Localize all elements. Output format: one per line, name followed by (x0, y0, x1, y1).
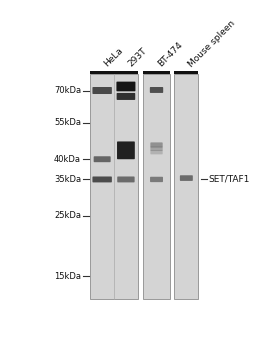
Text: 70kDa: 70kDa (54, 86, 81, 95)
FancyBboxPatch shape (116, 82, 135, 91)
Text: SET/TAF1: SET/TAF1 (208, 175, 250, 184)
FancyBboxPatch shape (150, 87, 163, 93)
FancyBboxPatch shape (94, 156, 111, 162)
FancyBboxPatch shape (92, 87, 112, 94)
Text: 15kDa: 15kDa (54, 272, 81, 281)
FancyBboxPatch shape (150, 142, 163, 147)
Text: BT-474: BT-474 (157, 41, 185, 69)
Bar (174, 71, 198, 74)
Text: HeLa: HeLa (102, 46, 125, 69)
Bar (174, 74, 198, 299)
FancyBboxPatch shape (180, 175, 193, 181)
FancyBboxPatch shape (150, 146, 163, 151)
Bar (90, 71, 138, 74)
FancyBboxPatch shape (117, 93, 135, 100)
Text: 55kDa: 55kDa (54, 118, 81, 127)
Bar (143, 74, 170, 299)
Text: 293T: 293T (126, 47, 148, 69)
Bar (143, 71, 170, 74)
FancyBboxPatch shape (117, 141, 135, 159)
FancyBboxPatch shape (150, 177, 163, 182)
FancyBboxPatch shape (150, 150, 163, 154)
Text: 35kDa: 35kDa (54, 175, 81, 184)
Text: 40kDa: 40kDa (54, 155, 81, 164)
FancyBboxPatch shape (117, 176, 135, 182)
Text: 25kDa: 25kDa (54, 211, 81, 220)
Bar (90, 74, 138, 299)
FancyBboxPatch shape (92, 176, 112, 182)
Text: Mouse spleen: Mouse spleen (186, 19, 237, 69)
